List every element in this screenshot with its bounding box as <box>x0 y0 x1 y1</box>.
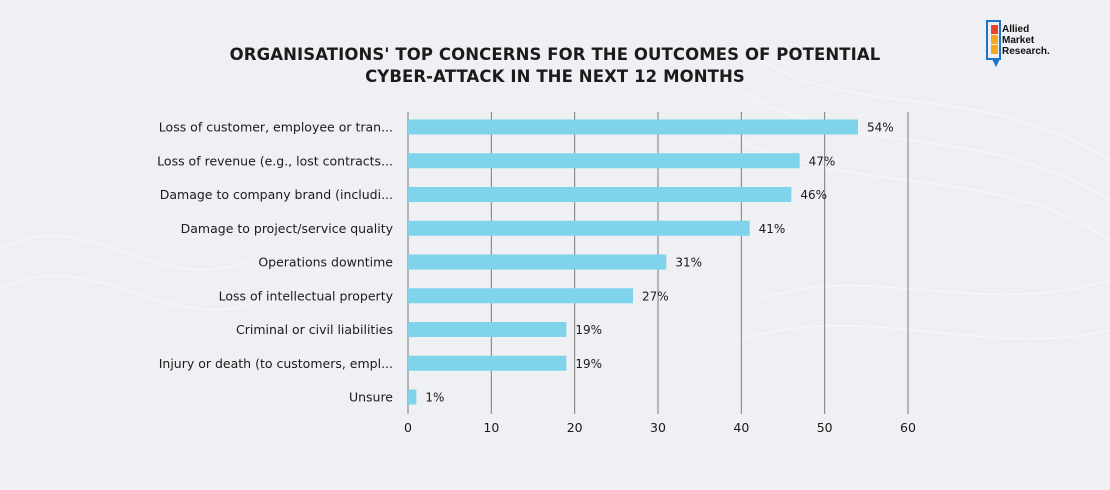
category-labels: Loss of customer, employee or tran... Los… <box>157 120 393 405</box>
x-tick-label-40: 40 <box>733 420 749 435</box>
category-label-7: Injury or death (to customers, empl... <box>159 356 393 371</box>
category-label-5: Loss of intellectual property <box>219 288 394 303</box>
bar-2 <box>408 187 792 202</box>
value-label-1: 47% <box>809 154 836 168</box>
x-tick-label-0: 0 <box>404 420 412 435</box>
value-label-2: 46% <box>800 188 827 202</box>
value-label-4: 31% <box>675 256 702 270</box>
value-labels: 54% 47% 46% 41% 31% 27% 19% 19% 1% <box>425 121 893 405</box>
allied-market-research-logo <box>986 20 1001 67</box>
value-label-6: 19% <box>575 323 602 337</box>
logo-wordmark: Allied Market Research. <box>1002 24 1050 57</box>
value-label-5: 27% <box>642 289 669 303</box>
category-label-0: Loss of customer, employee or tran... <box>159 120 393 135</box>
bar-1 <box>408 153 800 169</box>
chart-title: ORGANISATIONS' TOP CONCERNS FOR THE OUTC… <box>0 44 1110 88</box>
x-axis-ticks: 0 10 20 30 40 50 60 <box>404 420 916 435</box>
category-label-2: Damage to company brand (includi... <box>160 187 393 202</box>
category-label-4: Operations downtime <box>258 255 393 270</box>
value-label-0: 54% <box>867 121 894 135</box>
category-label-8: Unsure <box>349 390 393 405</box>
bar-5 <box>408 288 633 304</box>
value-label-7: 19% <box>575 357 602 371</box>
x-tick-label-20: 20 <box>567 420 583 435</box>
chart-title-line-2: CYBER-ATTACK IN THE NEXT 12 MONTHS <box>365 67 745 86</box>
category-label-6: Criminal or civil liabilities <box>236 322 393 337</box>
bar-4 <box>408 254 667 270</box>
bars <box>408 119 858 405</box>
bar-6 <box>408 322 567 337</box>
value-label-8: 1% <box>425 391 444 405</box>
logo-line-2: Market <box>1002 35 1035 46</box>
logo-line-3: Research. <box>1002 46 1050 57</box>
bar-3 <box>408 220 750 236</box>
x-tick-label-30: 30 <box>650 420 666 435</box>
chart-title-line-1: ORGANISATIONS' TOP CONCERNS FOR THE OUTC… <box>229 45 881 64</box>
category-label-3: Damage to project/service quality <box>181 221 394 236</box>
x-tick-label-50: 50 <box>817 420 833 435</box>
logo-line-1: Allied <box>1002 24 1030 35</box>
bar-0 <box>408 119 858 135</box>
bar-7 <box>408 355 567 371</box>
value-label-3: 41% <box>759 222 786 236</box>
x-tick-label-10: 10 <box>483 420 499 435</box>
x-tick-label-60: 60 <box>900 420 916 435</box>
bar-8 <box>408 389 417 405</box>
category-label-1: Loss of revenue (e.g., lost contracts... <box>157 153 393 168</box>
